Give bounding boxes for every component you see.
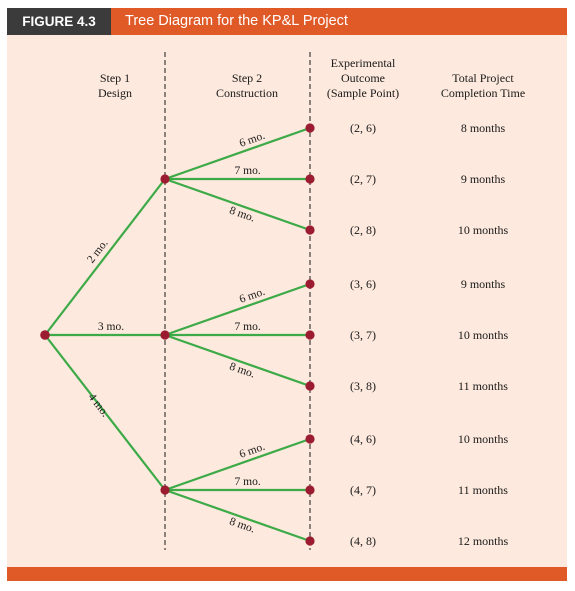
leaf-node-6	[305, 381, 315, 391]
outcome-point-9: (4, 8)	[350, 534, 376, 548]
edge-step1-1	[44, 178, 166, 336]
edge-step2-1-1	[164, 126, 311, 181]
outcome-header-line-3: (Sample Point)	[327, 86, 399, 100]
edge-label-step2-2-1: 6 mo.	[238, 286, 267, 306]
edge-step1-3	[44, 334, 166, 491]
figure-title: Tree Diagram for the KP&L Project	[125, 13, 348, 29]
outcome-time-8: 11 months	[458, 483, 508, 497]
outcome-point-8: (4, 7)	[350, 483, 376, 497]
outcome-time-2: 9 months	[461, 172, 506, 186]
edge-label-step2-3-2: 7 mo.	[235, 476, 261, 488]
figure-label: FIGURE 4.3	[7, 8, 111, 35]
step1-node-3	[160, 485, 170, 495]
edge-label-step2-2-3: 8 mo.	[228, 361, 257, 381]
edge-label-step2-1-2: 7 mo.	[235, 165, 261, 177]
outcome-time-9: 12 months	[458, 534, 509, 548]
step2-header-line-2: Construction	[216, 86, 278, 100]
leaf-node-1	[305, 123, 315, 133]
edge-step2-3-1	[164, 437, 311, 492]
outcome-point-6: (3, 8)	[350, 379, 376, 393]
edge-label-step2-3-3: 8 mo.	[228, 516, 257, 536]
edge-step2-3-3	[164, 488, 311, 543]
step1-node-2	[160, 330, 170, 340]
outcome-time-4: 9 months	[461, 277, 506, 291]
leaf-node-4	[305, 279, 315, 289]
step2-header-line-1: Step 2	[232, 71, 262, 85]
outcome-header-line-1: Experimental	[331, 56, 396, 70]
edge-label-step2-1-3: 8 mo.	[228, 205, 257, 225]
step1-header-line-1: Step 1	[100, 71, 130, 85]
edge-label-step2-3-1: 6 mo.	[238, 441, 267, 461]
diagram-panel	[7, 35, 567, 567]
leaf-node-2	[305, 174, 315, 184]
figure-footer-bar	[7, 567, 567, 581]
edge-label-step1-2: 3 mo.	[98, 321, 124, 333]
outcome-point-3: (2, 8)	[350, 223, 376, 237]
edge-label-step2-1-1: 6 mo.	[238, 130, 267, 150]
outcome-point-4: (3, 6)	[350, 277, 376, 291]
edge-step2-1-3	[164, 177, 311, 232]
leaf-node-5	[305, 330, 315, 340]
outcome-point-1: (2, 6)	[350, 121, 376, 135]
outcome-time-6: 11 months	[458, 379, 508, 393]
leaf-node-8	[305, 485, 315, 495]
outcome-time-5: 10 months	[458, 328, 509, 342]
outcome-point-2: (2, 7)	[350, 172, 376, 186]
outcome-header-line-2: Outcome	[341, 71, 385, 85]
time-header-line-1: Total Project	[452, 71, 514, 85]
leaf-node-9	[305, 536, 315, 546]
edge-label-step1-1: 2 mo.	[85, 237, 111, 265]
edge-label-step2-2-2: 7 mo.	[235, 321, 261, 333]
time-header-line-2: Completion Time	[441, 86, 525, 100]
outcome-time-3: 10 months	[458, 223, 509, 237]
step1-header-line-2: Design	[98, 86, 132, 100]
leaf-node-7	[305, 434, 315, 444]
edge-step2-2-1	[164, 282, 311, 337]
outcome-point-7: (4, 6)	[350, 432, 376, 446]
outcome-point-5: (3, 7)	[350, 328, 376, 342]
figure-header: FIGURE 4.3 Tree Diagram for the KP&L Pro…	[7, 8, 567, 35]
leaf-node-3	[305, 225, 315, 235]
step1-node-1	[160, 174, 170, 184]
outcome-time-7: 10 months	[458, 432, 509, 446]
root-node	[40, 330, 50, 340]
edge-step2-2-3	[164, 333, 311, 388]
outcome-time-1: 8 months	[461, 121, 506, 135]
